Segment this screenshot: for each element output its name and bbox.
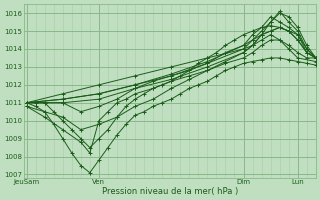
X-axis label: Pression niveau de la mer( hPa ): Pression niveau de la mer( hPa ) [101, 187, 238, 196]
